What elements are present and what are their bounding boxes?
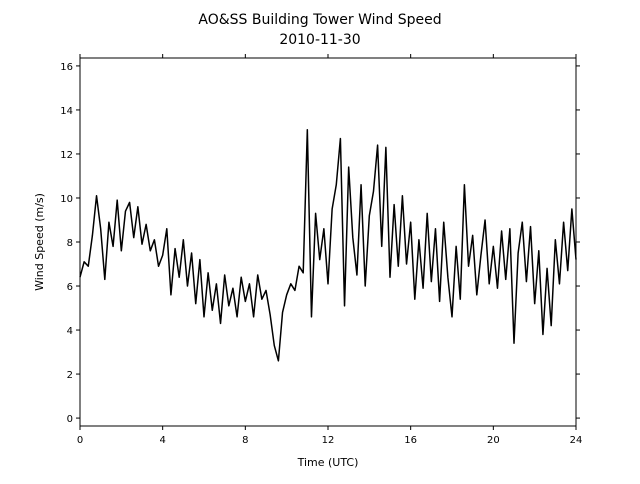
x-tick-label: 8 <box>242 435 248 446</box>
x-tick-label: 0 <box>77 435 83 446</box>
x-tick-label: 4 <box>159 435 165 446</box>
y-tick-label: 16 <box>60 62 73 73</box>
y-tick-label: 6 <box>67 282 73 293</box>
y-tick-label: 4 <box>67 326 73 337</box>
y-tick-label: 14 <box>60 106 73 117</box>
x-tick-label: 16 <box>404 435 417 446</box>
x-tick-label: 24 <box>570 435 583 446</box>
y-axis-label: Wind Speed (m/s) <box>33 193 46 291</box>
y-tick-label: 0 <box>67 414 73 425</box>
x-tick-label: 12 <box>322 435 335 446</box>
y-tick-label: 12 <box>60 150 73 161</box>
x-axis-label: Time (UTC) <box>297 456 359 469</box>
x-tick-label: 20 <box>487 435 500 446</box>
y-tick-label: 2 <box>67 370 73 381</box>
chart-subtitle: 2010-11-30 <box>279 32 360 48</box>
y-tick-label: 8 <box>67 238 73 249</box>
y-tick-label: 10 <box>60 194 73 205</box>
data-line <box>79 129 577 362</box>
chart-title: AO&SS Building Tower Wind Speed <box>198 12 441 28</box>
